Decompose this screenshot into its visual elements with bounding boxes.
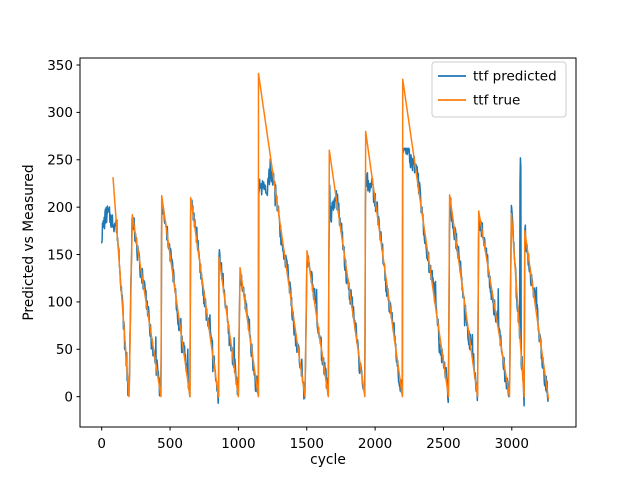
y-tick-label: 250	[47, 153, 73, 169]
axes-spines	[79, 57, 577, 428]
x-tick-label: 1500	[290, 436, 324, 452]
legend: ttf predicted ttf true	[431, 61, 567, 118]
y-axis-label: Predicted vs Measured	[21, 164, 37, 320]
series-layer	[100, 72, 550, 407]
y-tick-label: 300	[47, 105, 73, 121]
y-tick-label: 350	[47, 58, 73, 74]
x-axis-label: cycle	[310, 452, 346, 468]
x-tick-label: 1000	[221, 436, 255, 452]
x-tick-label: 3000	[495, 436, 529, 452]
legend-label-ttf-predicted: ttf predicted	[473, 69, 557, 85]
y-axis: 0 50 100 150 200 250 300 350	[47, 58, 80, 405]
y-tick-label: 150	[47, 247, 73, 263]
y-tick-label: 100	[47, 295, 73, 311]
y-tick-label: 0	[64, 389, 73, 405]
x-tick-label: 2000	[358, 436, 392, 452]
y-tick-label: 50	[56, 342, 73, 358]
series-ttf-true	[112, 72, 550, 400]
y-tick-label: 200	[47, 200, 73, 216]
x-tick-label: 500	[157, 436, 183, 452]
x-axis: 0 500 1000 1500 2000 2500 3000	[97, 427, 529, 452]
x-tick-label: 0	[97, 436, 106, 452]
x-tick-label: 2500	[426, 436, 460, 452]
legend-label-ttf-true: ttf true	[473, 93, 520, 109]
